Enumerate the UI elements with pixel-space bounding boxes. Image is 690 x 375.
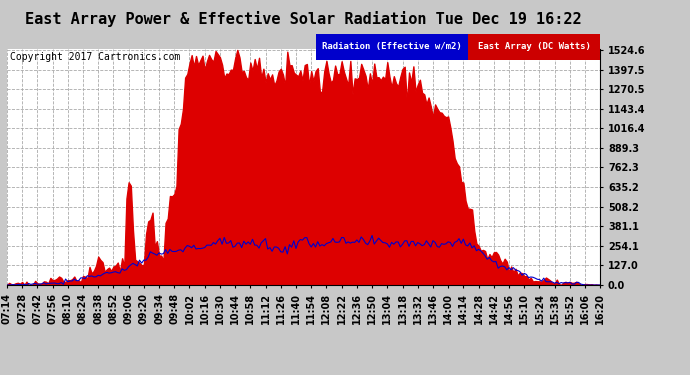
Text: East Array Power & Effective Solar Radiation Tue Dec 19 16:22: East Array Power & Effective Solar Radia… [26,11,582,27]
Text: East Array (DC Watts): East Array (DC Watts) [477,42,591,51]
Text: Radiation (Effective w/m2): Radiation (Effective w/m2) [322,42,462,51]
FancyBboxPatch shape [468,34,600,60]
Text: Copyright 2017 Cartronics.com: Copyright 2017 Cartronics.com [10,53,181,63]
FancyBboxPatch shape [316,34,468,60]
